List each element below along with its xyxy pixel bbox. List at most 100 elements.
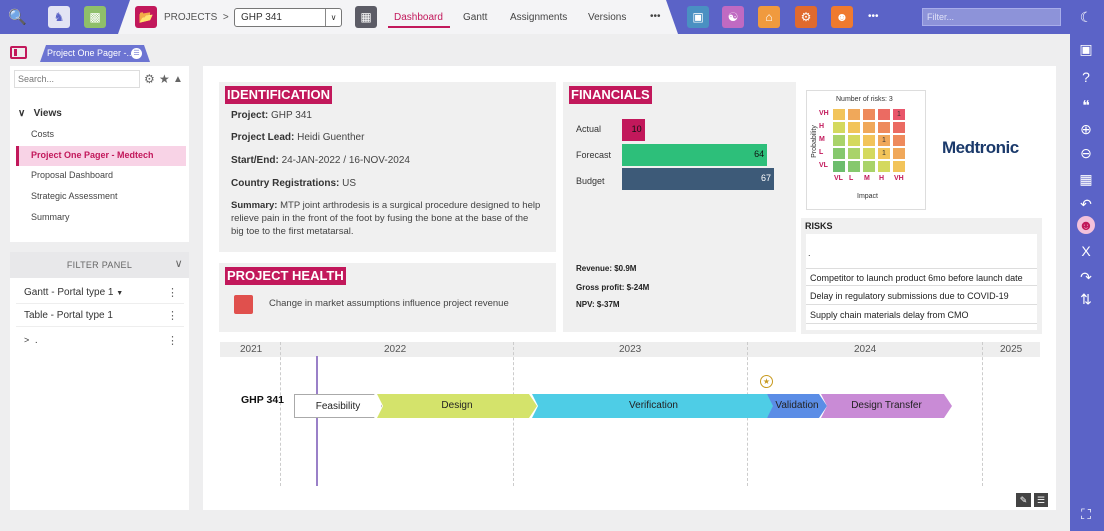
home-icon[interactable]: ⌂ — [758, 6, 780, 28]
matrix-cell[interactable] — [892, 134, 906, 147]
matrix-cell[interactable] — [847, 134, 861, 147]
page-tab[interactable]: Project One Pager -... ☰ — [40, 45, 150, 62]
tab-gantt[interactable]: Gantt — [463, 12, 488, 23]
matrix-cell[interactable] — [847, 147, 861, 160]
matrix-cell[interactable] — [832, 160, 846, 173]
matrix-cell[interactable]: 1 — [877, 134, 891, 147]
phase-verification[interactable]: Verification — [532, 394, 775, 418]
zoom-out-icon[interactable]: ⊖ — [1080, 145, 1092, 161]
view-item-proposal[interactable]: Proposal Dashboard — [31, 170, 114, 180]
matrix-row-label: VH — [819, 110, 829, 117]
matrix-cell[interactable] — [847, 108, 861, 121]
search-input[interactable]: Search... — [14, 70, 140, 88]
menu-icon[interactable]: ☰ — [131, 48, 142, 59]
page-tab-label: Project One Pager -... — [47, 48, 135, 58]
user-group-icon[interactable]: ☻ — [1077, 216, 1095, 234]
more-apps-button[interactable]: ••• — [868, 11, 879, 22]
matrix-cell[interactable] — [877, 108, 891, 121]
view-item-strategic[interactable]: Strategic Assessment — [31, 191, 118, 201]
matrix-cell[interactable] — [862, 147, 876, 160]
matrix-cell[interactable] — [832, 147, 846, 160]
phase-design-transfer[interactable]: Design Transfer — [821, 394, 952, 418]
health-indicator-icon — [234, 295, 253, 314]
filter-panel-header[interactable]: FILTER PANEL ∨ — [10, 252, 189, 278]
sidebar-toggle-icon[interactable] — [10, 46, 27, 59]
kebab-icon[interactable]: ⋮ — [167, 310, 178, 322]
briefcase-icon[interactable]: ▣ — [687, 6, 709, 28]
matrix-cell[interactable] — [832, 134, 846, 147]
filter-item[interactable]: Gantt - Portal type 1 ▼ ⋮ — [16, 282, 184, 304]
more-tabs-button[interactable]: ••• — [650, 11, 661, 22]
list-icon[interactable]: ☰ — [1034, 493, 1048, 507]
excel-icon[interactable]: X — [1081, 243, 1091, 259]
undo-icon[interactable]: ↶ — [1080, 196, 1092, 212]
matrix-cell[interactable] — [862, 108, 876, 121]
redo-icon[interactable]: ↷ — [1080, 269, 1092, 285]
project-select-value: GHP 341 — [241, 12, 282, 23]
matrix-cell[interactable]: 1 — [892, 108, 906, 121]
phase-design[interactable]: Design — [377, 394, 537, 418]
matrix-cell[interactable] — [892, 160, 906, 173]
filter-item[interactable]: > . ⋮ — [16, 330, 184, 352]
save-icon[interactable]: ▣ — [1079, 41, 1093, 57]
moon-icon[interactable]: ☾ — [1079, 9, 1093, 25]
basket-icon[interactable]: ▩ — [84, 6, 106, 28]
matrix-col-label: VH — [894, 175, 904, 182]
project-select[interactable]: GHP 341 ∨ — [234, 8, 342, 27]
matrix-cell[interactable] — [892, 147, 906, 160]
circles-icon[interactable]: ☯ — [722, 6, 744, 28]
search-placeholder: Search... — [18, 74, 55, 84]
users-icon[interactable]: ☻ — [831, 6, 853, 28]
help-icon[interactable]: ? — [1082, 69, 1090, 85]
matrix-cell[interactable] — [877, 121, 891, 134]
gear-icon[interactable]: ⚙ — [795, 6, 817, 28]
year-label: 2022 — [384, 344, 407, 355]
calendar-icon[interactable]: ▦ — [1079, 171, 1093, 187]
risk-item[interactable]: Supply chain materials delay from CMO — [806, 306, 1037, 324]
tab-dashboard[interactable]: Dashboard — [394, 12, 443, 23]
search-icon[interactable]: 🔍 — [8, 9, 27, 26]
view-item-costs[interactable]: Costs — [31, 129, 55, 139]
collapse-icon[interactable]: ▲ — [173, 74, 183, 85]
matrix-cell[interactable] — [862, 134, 876, 147]
views-heading[interactable]: ∨ Views — [18, 108, 62, 119]
chevron-double-down-icon[interactable]: ∨ — [174, 258, 183, 270]
filter-item[interactable]: Table - Portal type 1 ⋮ — [16, 305, 184, 327]
phase-validation[interactable]: Validation — [767, 394, 827, 418]
settings-icon[interactable]: ⚙ — [144, 72, 155, 86]
view-item-one-pager[interactable]: Project One Pager - Medtech — [16, 146, 186, 166]
grid-icon[interactable]: ▦ — [355, 6, 377, 28]
view-item-summary[interactable]: Summary — [31, 212, 70, 222]
sort-icon[interactable]: ⇅ — [1080, 291, 1092, 307]
kebab-icon[interactable]: ⋮ — [167, 335, 178, 347]
zoom-in-icon[interactable]: ⊕ — [1080, 121, 1092, 137]
milestone-star-icon[interactable]: ★ — [760, 375, 773, 388]
folder-icon[interactable]: 📂 — [135, 6, 157, 28]
tab-assignments[interactable]: Assignments — [510, 12, 568, 23]
filter-input[interactable]: Filter... — [922, 8, 1061, 26]
risk-item[interactable]: Delay in regulatory submissions due to C… — [806, 287, 1037, 305]
matrix-row-label: L — [819, 149, 824, 156]
star-icon[interactable]: ★ — [159, 72, 170, 86]
matrix-cell[interactable] — [892, 121, 906, 134]
chess-icon[interactable]: ♞ — [48, 6, 70, 28]
matrix-cell[interactable] — [832, 121, 846, 134]
matrix-cell[interactable]: 1 — [877, 147, 891, 160]
tab-versions[interactable]: Versions — [588, 12, 627, 23]
edit-icon[interactable]: ✎ — [1016, 493, 1031, 507]
matrix-cell[interactable] — [877, 160, 891, 173]
matrix-cell[interactable] — [862, 121, 876, 134]
matrix-cell[interactable] — [832, 108, 846, 121]
fullscreen-icon[interactable]: ⛶ — [1081, 506, 1091, 522]
projects-breadcrumb[interactable]: PROJECTS > — [164, 12, 229, 23]
matrix-row-label: M — [819, 136, 825, 143]
matrix-cell[interactable] — [847, 160, 861, 173]
active-tab-underline — [388, 26, 450, 28]
kebab-icon[interactable]: ⋮ — [167, 287, 178, 299]
quote-icon[interactable]: ❝ — [1082, 97, 1090, 113]
matrix-cell[interactable] — [847, 121, 861, 134]
matrix-col-label: H — [879, 175, 885, 182]
risk-item[interactable]: Competitor to launch product 6mo before … — [806, 268, 1037, 286]
phase-feasibility[interactable]: Feasibility — [294, 394, 382, 418]
matrix-cell[interactable] — [862, 160, 876, 173]
